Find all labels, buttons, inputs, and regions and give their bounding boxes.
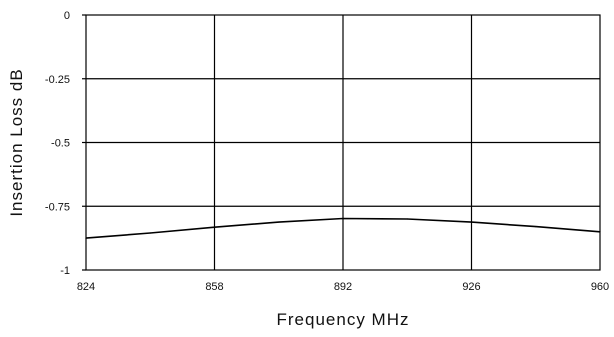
x-tick-label: 858 [205,281,223,293]
y-axis-title: Insertion Loss dB [7,68,26,216]
data-point [470,221,473,223]
y-tick-label: -0.5 [51,138,70,150]
x-tick-label: 892 [334,281,352,293]
y-tick-label: 0 [64,10,70,22]
y-tick-label: -0.25 [45,74,70,86]
y-tick-label: -0.75 [45,201,70,213]
data-point [406,218,408,220]
data-point [278,221,280,223]
y-tick-label: -1 [60,265,70,277]
data-point [535,226,537,228]
x-tick-label: 960 [591,281,609,293]
data-point [213,226,216,228]
x-axis-title: Frequency MHz [277,310,410,329]
plot-area-border [85,14,601,271]
x-tick-label: 824 [77,281,95,293]
y-tick-labels: 0 -0.25 -0.5 -0.75 -1 [45,10,70,277]
x-tick-label: 926 [462,281,480,293]
data-point [342,217,344,220]
grid-lines [82,14,600,271]
data-point [149,232,151,234]
x-tick-labels: 824 858 892 926 960 [77,281,609,293]
